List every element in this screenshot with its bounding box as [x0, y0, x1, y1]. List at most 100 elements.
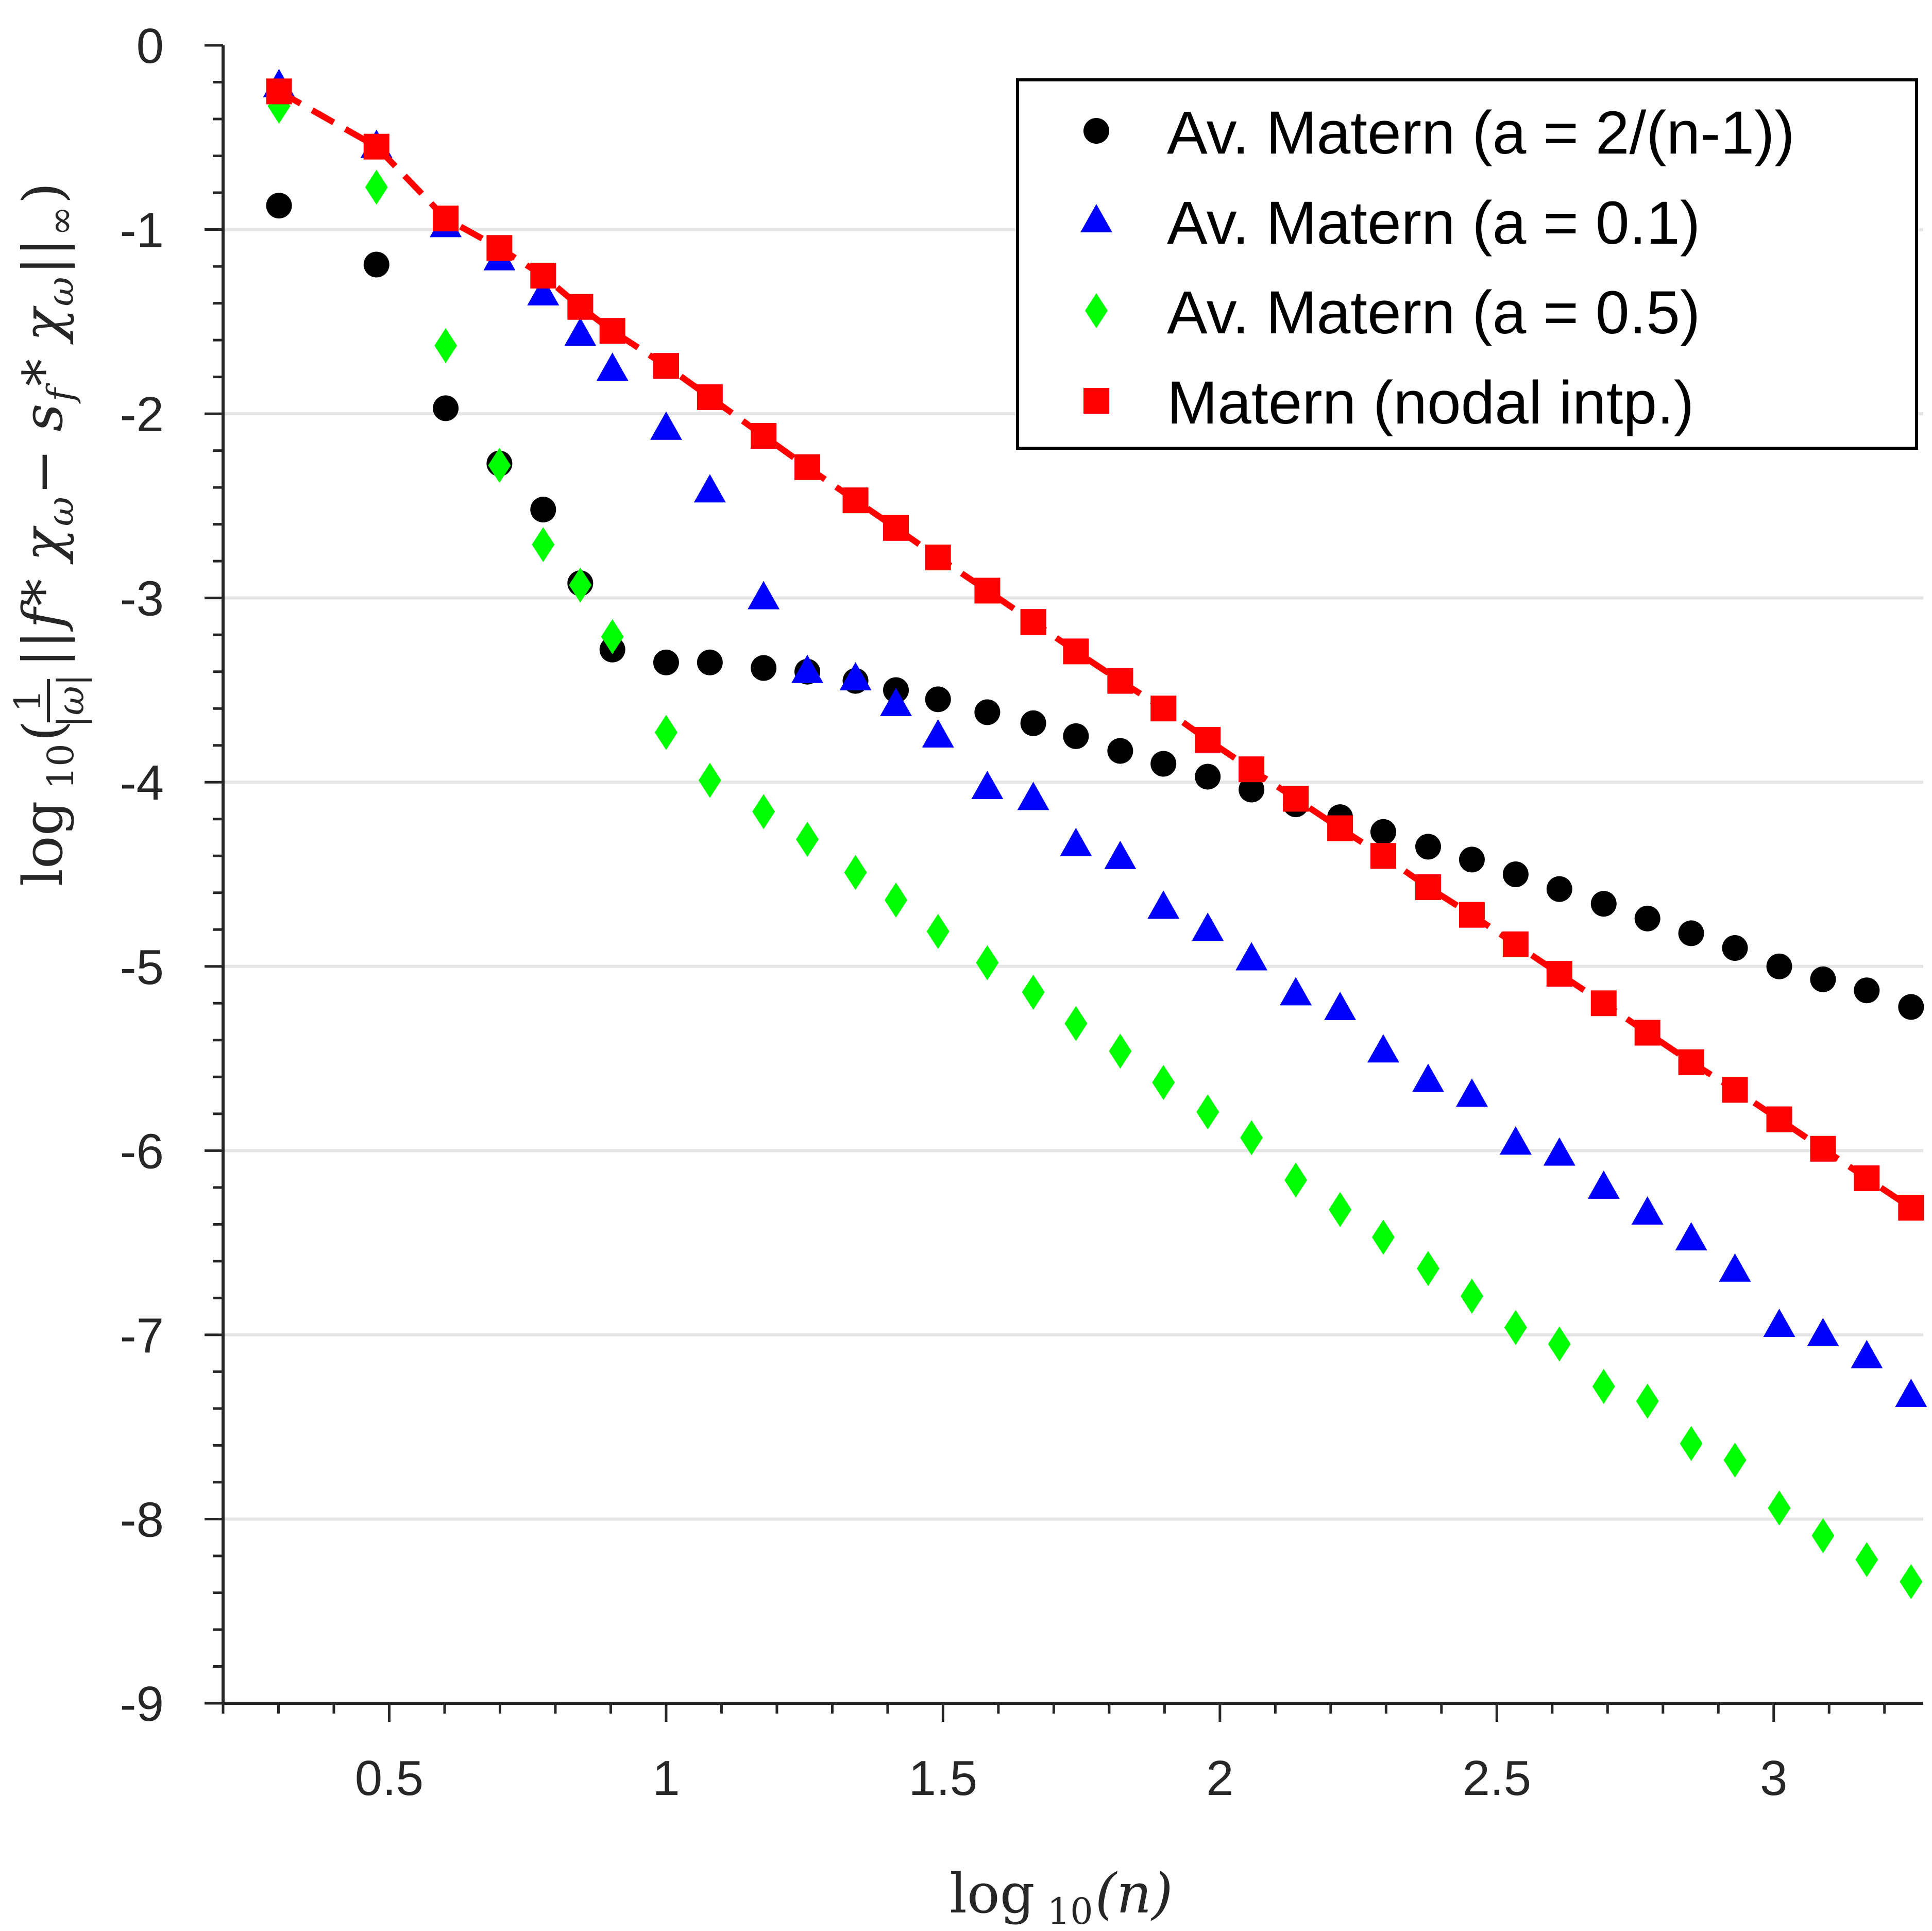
data-point-red	[794, 454, 821, 480]
data-point-green	[1504, 1310, 1527, 1345]
data-point-blue	[1324, 992, 1357, 1021]
data-point-blue	[1235, 942, 1268, 971]
data-point-blue	[880, 688, 912, 717]
y-axis-title-chi2-sub: ω	[40, 277, 82, 306]
data-point-black	[1150, 751, 1177, 777]
data-point-green	[1417, 1251, 1440, 1286]
legend-label-black: Av. Matern (a = 2/(n-1))	[1167, 99, 1795, 167]
data-point-black	[1898, 994, 1924, 1020]
data-point-blue	[1631, 1196, 1664, 1225]
data-point-blue	[1192, 912, 1224, 941]
data-point-blue	[839, 662, 872, 690]
data-point-black	[530, 497, 556, 523]
data-point-green	[885, 883, 908, 918]
data-point-blue	[1499, 1126, 1532, 1155]
y-axis-title-minus: −	[11, 432, 75, 495]
data-point-blue	[922, 719, 954, 748]
x-tick-label: 1	[652, 1751, 680, 1806]
data-point-black	[925, 686, 951, 713]
y-axis-title-star1: *	[11, 562, 75, 606]
data-point-green	[1460, 1278, 1483, 1314]
x-tick-label: 1.5	[909, 1751, 977, 1806]
data-point-blue	[650, 411, 682, 440]
data-point-green	[601, 619, 624, 654]
data-point-red	[1678, 1049, 1704, 1075]
data-point-green	[1109, 1034, 1132, 1069]
data-point-green	[1723, 1443, 1747, 1478]
data-point-black	[1370, 819, 1396, 845]
data-point-red	[1239, 756, 1265, 783]
x-axis-title-arg: (n)	[1095, 1862, 1173, 1925]
data-point-blue	[1280, 977, 1312, 1006]
data-point-red	[1898, 1195, 1924, 1221]
data-point-red	[486, 235, 513, 261]
data-point-black	[1415, 834, 1442, 860]
data-point-black	[751, 655, 777, 681]
data-point-green	[844, 855, 867, 890]
data-point-blue	[1104, 840, 1137, 869]
y-axis-title-norm-sub: ∞	[40, 206, 82, 236]
y-tick-label: -3	[120, 571, 164, 626]
data-point-green	[752, 794, 775, 829]
data-point-black	[1063, 723, 1089, 749]
data-point-green	[1240, 1120, 1263, 1156]
data-point-blue	[596, 352, 629, 381]
data-point-red	[751, 423, 777, 449]
data-point-black	[433, 395, 459, 421]
data-point-green	[976, 945, 999, 980]
data-point-black	[1502, 861, 1529, 887]
y-axis-title-sub: 10	[40, 743, 82, 789]
data-point-green	[926, 913, 950, 949]
data-point-red	[1195, 726, 1221, 753]
data-point-green	[1022, 974, 1045, 1010]
svg-text:|| f * χ: || f * χ ω − s f * χ ω || ∞ )	[11, 182, 82, 667]
y-axis-title-fn: log	[11, 801, 75, 886]
data-point-red	[1590, 990, 1617, 1017]
y-axis-title-frac-num: 1	[7, 689, 49, 713]
data-point-black	[1634, 905, 1660, 931]
series-layer	[263, 69, 1927, 1600]
data-point-red	[1810, 1136, 1836, 1162]
data-point-green	[1152, 1065, 1175, 1100]
data-point-red	[599, 318, 625, 344]
legend-label-red: Matern (nodal intp.)	[1167, 369, 1694, 437]
grid-layer	[223, 228, 1923, 1521]
data-point-green	[654, 715, 677, 750]
data-point-red	[1150, 696, 1177, 722]
series-red	[266, 78, 1924, 1221]
data-point-red	[697, 384, 723, 410]
data-point-black	[697, 649, 723, 675]
data-point-black	[1239, 776, 1265, 803]
x-axis-title: log 10 (n)	[950, 1862, 1173, 1931]
x-tick-label: 3	[1760, 1751, 1787, 1806]
legend-box	[1016, 78, 1918, 450]
y-axis-title-chi1-sub: ω	[40, 497, 82, 526]
data-point-black	[1722, 935, 1748, 961]
data-point-red	[653, 353, 679, 379]
data-point-blue	[1147, 890, 1180, 919]
y-axis-title-close: )	[11, 182, 75, 204]
series-green	[267, 88, 1923, 1600]
y-axis-title-norm-right: ||	[11, 238, 75, 275]
data-point-red	[925, 545, 951, 571]
x-axis-title-fn: log	[950, 1862, 1035, 1925]
data-point-blue	[971, 770, 1004, 799]
data-point-red	[363, 133, 389, 160]
data-point-black	[1590, 891, 1617, 917]
data-point-red	[1634, 1020, 1660, 1046]
data-point-red	[266, 78, 292, 105]
y-axis-title-chi1: χ	[11, 526, 75, 565]
data-point-red	[1546, 961, 1572, 987]
data-point-red	[1766, 1106, 1792, 1132]
data-point-green	[1636, 1383, 1659, 1419]
data-point-red	[974, 578, 1001, 604]
data-point-blue	[1543, 1137, 1575, 1166]
y-tick-label: -1	[120, 203, 164, 258]
tick-labels: 0 -1 -2 -3 -4 -5 -6 -7 -8 -9 0.5 1 1.5 2 2.5 3	[120, 19, 1788, 1806]
y-axis-title-norm-left: ||	[11, 631, 75, 667]
y-tick-label: -8	[120, 1492, 164, 1547]
data-point-blue	[1455, 1078, 1488, 1107]
data-point-blue	[1060, 827, 1092, 856]
data-point-green	[698, 763, 721, 798]
data-point-green	[488, 448, 511, 483]
